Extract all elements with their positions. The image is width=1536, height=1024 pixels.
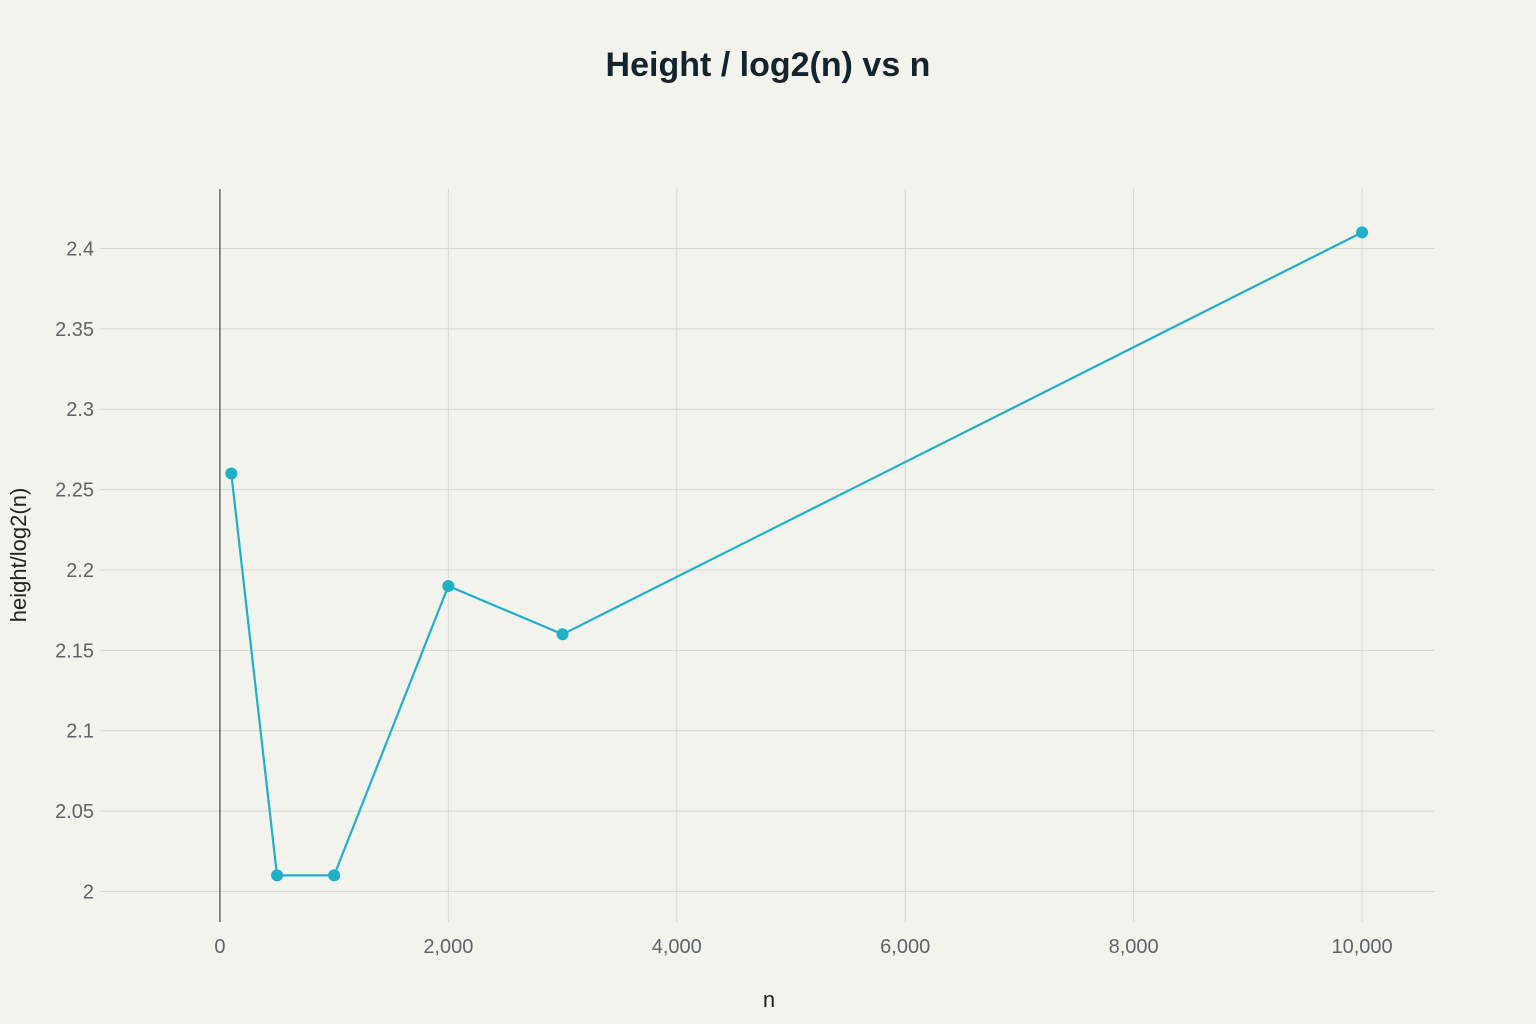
x-axis-ticks: 0 2,000 4,000 6,000 8,000 10,000 bbox=[214, 936, 1392, 958]
x-tick-label: 0 bbox=[214, 936, 225, 958]
x-tick-label: 6,000 bbox=[880, 936, 930, 958]
y-tick-label: 2.3 bbox=[66, 399, 94, 421]
series-group bbox=[225, 226, 1369, 882]
chart-title: Height / log2(n) vs n bbox=[606, 46, 931, 84]
data-point[interactable] bbox=[556, 628, 569, 641]
series-line bbox=[230, 231, 1363, 877]
y-axis-title: height/log2(n) bbox=[6, 488, 31, 623]
y-axis-ticks: 2 2.05 2.1 2.15 2.2 2.25 2.3 2.35 2.4 bbox=[55, 238, 94, 903]
x-tick-label: 4,000 bbox=[652, 936, 702, 958]
x-axis-title: n bbox=[763, 987, 775, 1012]
y-tick-label: 2.4 bbox=[66, 238, 94, 260]
y-tick-label: 2.2 bbox=[66, 560, 94, 582]
y-tick-label: 2.35 bbox=[55, 319, 94, 341]
data-point[interactable] bbox=[328, 869, 341, 882]
y-tick-label: 2.1 bbox=[66, 721, 94, 743]
data-point[interactable] bbox=[1356, 226, 1369, 239]
data-point[interactable] bbox=[442, 580, 455, 593]
grid bbox=[100, 189, 1434, 922]
data-point[interactable] bbox=[271, 869, 284, 882]
x-tick-label: 10,000 bbox=[1331, 936, 1392, 958]
y-tick-label: 2.15 bbox=[55, 640, 94, 662]
x-tick-label: 2,000 bbox=[423, 936, 473, 958]
y-tick-label: 2.25 bbox=[55, 480, 94, 502]
y-tick-label: 2.05 bbox=[55, 801, 94, 823]
x-tick-label: 8,000 bbox=[1109, 936, 1159, 958]
data-point[interactable] bbox=[225, 467, 238, 480]
y-tick-label: 2 bbox=[83, 881, 94, 903]
